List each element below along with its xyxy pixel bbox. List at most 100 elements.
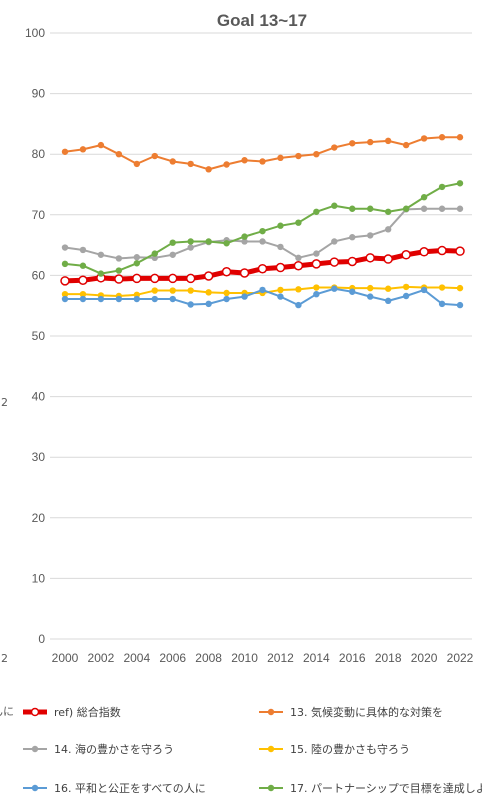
data-point-s5-2005 (151, 250, 158, 257)
legend-swatch-marker-3 (267, 745, 275, 753)
data-point-s5-2008 (205, 238, 212, 245)
data-point-s0-2020 (419, 247, 429, 257)
legend-label-2: 14. 海の豊かさを守ろう (54, 743, 174, 756)
data-point-s5-2018 (384, 208, 392, 215)
data-point-s1-2010 (241, 157, 248, 164)
data-point-s2-2016 (349, 234, 356, 241)
x-axis-tick-labels: 2000 2002 2004 2006 2008 2010 2012 2014 2016 2018… (52, 651, 474, 665)
data-point-s5-2016 (349, 205, 356, 212)
legend-item-0: ref) 総合指数 (22, 703, 121, 721)
data-point-s1-2008 (205, 166, 212, 173)
data-point-s5-2004 (133, 260, 141, 267)
legend-swatch-4 (23, 784, 47, 792)
data-point-s3-2000 (61, 290, 69, 298)
data-point-s0-2021 (437, 245, 447, 256)
legend-item-4: 16. 平和と公正をすべての人に (22, 779, 206, 797)
data-point-s2-2018 (384, 226, 392, 233)
data-point-s4-2015 (331, 285, 338, 292)
y-tick-label-0: 0 (38, 632, 45, 646)
data-point-s1-2002 (97, 141, 105, 149)
data-point-s5-2010 (241, 233, 248, 240)
data-point-s5-2006 (169, 239, 176, 246)
data-point-s1-2007 (187, 160, 194, 168)
legend-label-4: 16. 平和と公正をすべての人に (54, 782, 206, 795)
legend-label-1: 13. 気候変動に具体的な対策を (290, 706, 443, 719)
data-point-s4-2007 (187, 301, 194, 308)
data-point-s3-2021 (438, 284, 446, 291)
data-point-s2-2004 (133, 254, 141, 261)
data-point-s4-2000 (61, 295, 69, 303)
data-point-s5-2015 (331, 202, 338, 209)
data-point-s4-2018 (384, 297, 392, 305)
chart-title: Goal 13~17 (217, 11, 307, 30)
series-0 (60, 245, 465, 286)
data-point-s4-2005 (151, 295, 158, 303)
series-lines (60, 134, 465, 309)
data-point-s0-2006 (167, 273, 178, 284)
data-point-s2-2006 (169, 251, 176, 258)
data-point-s3-2007 (187, 287, 194, 294)
y-tick-label-10: 10 (32, 571, 46, 585)
x-tick-label-2004: 2004 (123, 651, 150, 665)
data-point-s2-2021 (438, 205, 446, 212)
y-tick-label-30: 30 (32, 450, 46, 464)
data-point-s2-2022 (456, 205, 464, 212)
data-point-s2-2020 (420, 205, 428, 212)
data-point-s1-2015 (331, 144, 338, 151)
data-point-s0-2014 (311, 259, 322, 269)
data-point-s2-2003 (115, 255, 123, 262)
data-point-s1-2005 (151, 152, 158, 160)
data-point-s2-2011 (259, 238, 266, 245)
data-point-s0-2003 (114, 274, 124, 284)
legend-label-5: 17. パートナーシップで目標を達成しよう (290, 782, 482, 795)
data-point-s4-2016 (349, 288, 356, 295)
data-point-s4-2012 (277, 293, 284, 300)
data-point-s0-2017 (365, 253, 375, 263)
data-point-s4-2019 (402, 292, 410, 300)
legend-item-2: 14. 海の豊かさを守ろう (22, 740, 174, 758)
data-point-s3-2008 (205, 289, 212, 296)
data-point-s4-2002 (97, 295, 105, 303)
data-point-s5-2012 (277, 222, 284, 229)
data-point-s4-2009 (223, 295, 230, 303)
legend-swatch-5 (259, 784, 283, 792)
legend-swatch-0 (23, 707, 47, 717)
data-point-s5-2009 (223, 240, 230, 247)
data-point-s4-2008 (205, 300, 212, 308)
data-point-s0-2007 (185, 273, 196, 284)
data-point-s2-2017 (367, 232, 374, 239)
y-tick-label-40: 40 (32, 390, 46, 404)
edge-label-left-top: 22 (0, 652, 8, 665)
x-tick-label-2018: 2018 (375, 651, 402, 665)
data-point-s2-2007 (187, 244, 194, 251)
data-point-s4-2021 (438, 300, 446, 308)
data-point-s3-2005 (151, 287, 158, 294)
data-point-s4-2006 (169, 295, 176, 303)
legend-swatch-marker-4 (31, 784, 39, 792)
data-point-s5-2000 (61, 260, 69, 268)
data-point-s3-2009 (223, 289, 230, 297)
data-point-s5-2011 (259, 227, 266, 235)
data-point-s1-2019 (402, 141, 410, 149)
data-point-s1-2017 (367, 138, 374, 146)
data-point-s0-2008 (203, 271, 214, 281)
x-tick-label-2012: 2012 (267, 651, 294, 665)
data-point-s1-2000 (61, 148, 69, 155)
data-point-s3-2006 (169, 287, 176, 294)
series-1 (61, 134, 464, 173)
data-point-s4-2017 (367, 293, 374, 300)
data-point-s0-2004 (132, 273, 142, 284)
data-point-s0-2009 (221, 267, 232, 277)
data-point-s3-2013 (295, 286, 302, 293)
data-point-s1-2020 (420, 135, 428, 142)
data-point-s2-2010 (241, 238, 248, 245)
x-tick-label-2006: 2006 (159, 651, 186, 665)
data-point-s2-2001 (79, 246, 87, 254)
data-point-s3-2001 (79, 290, 87, 298)
data-point-s1-2012 (277, 154, 284, 162)
y-tick-label-60: 60 (32, 268, 46, 282)
data-point-s3-2018 (384, 285, 392, 292)
x-tick-label-2022: 2022 (447, 651, 474, 665)
y-tick-label-90: 90 (32, 87, 46, 101)
